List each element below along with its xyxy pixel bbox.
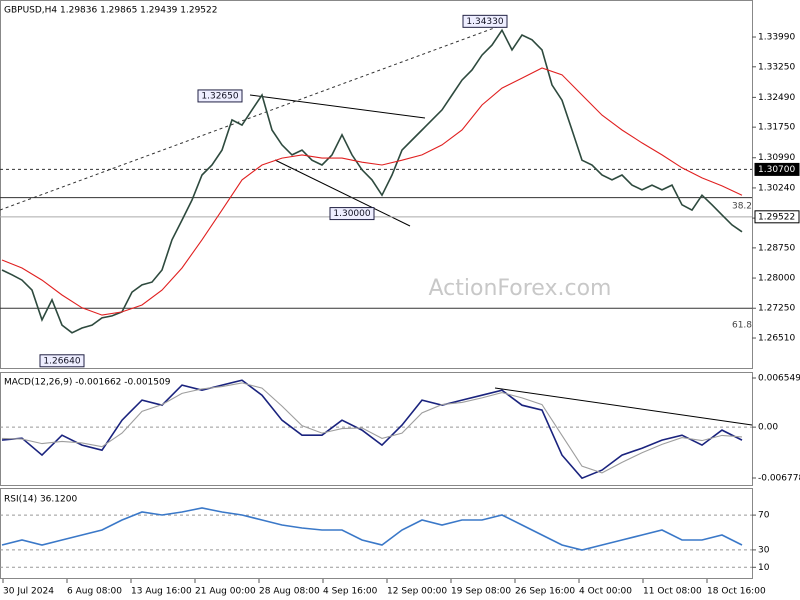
y-tick-label: 1.30240 <box>758 183 795 193</box>
x-tick-label: 26 Sep 16:00 <box>515 587 575 597</box>
watermark: ActionForex.com <box>429 276 612 301</box>
trend-line <box>274 159 411 227</box>
annotation-box <box>329 207 375 221</box>
x-tick-label: 6 Aug 08:00 <box>67 587 122 597</box>
fib-label: 38.2 <box>732 202 752 212</box>
y-tick-label: 1.33250 <box>758 62 795 72</box>
x-tick-label: 4 Sep 16:00 <box>323 587 378 597</box>
trend-line <box>0 23 506 211</box>
y-tick-label: 30 <box>758 545 770 555</box>
annotation-box <box>197 89 243 103</box>
trend-line <box>494 387 753 426</box>
y-tick-label: 1.30990 <box>758 153 795 163</box>
level-box <box>754 210 800 224</box>
price-panel <box>0 0 753 369</box>
level-label: 1.30700 <box>758 165 795 175</box>
y-tick-label: 70 <box>758 511 770 521</box>
x-tick-label: 21 Aug 00:00 <box>195 587 256 597</box>
y-tick-label: 0.006549 <box>758 374 800 384</box>
x-tick-label: 28 Aug 08:00 <box>259 587 320 597</box>
x-tick-label: 11 Oct 08:00 <box>643 587 702 597</box>
trend-line <box>249 94 426 119</box>
annotation-box <box>462 14 508 28</box>
x-tick-label: 12 Sep 00:00 <box>387 587 447 597</box>
y-tick-label: 1.33990 <box>758 33 795 43</box>
y-tick-label: 1.31750 <box>758 123 795 133</box>
series-line <box>1 507 743 551</box>
x-tick-label: 4 Oct 00:00 <box>579 587 632 597</box>
series-line <box>1 28 743 334</box>
series-line <box>1 382 743 474</box>
fib-label: 61.8 <box>732 321 752 331</box>
annotation-label: 1.32650 <box>201 91 238 101</box>
rsi-panel <box>0 488 753 579</box>
y-tick-label: 0.00 <box>758 423 778 433</box>
annotation-label: 1.26640 <box>43 356 80 366</box>
panel-title: RSI(14) 36.1200 <box>4 495 77 505</box>
series-line <box>1 379 743 480</box>
y-tick-label: 1.26510 <box>758 334 795 344</box>
y-tick-label: 10 <box>758 563 770 573</box>
y-tick-label: 1.32490 <box>758 93 795 103</box>
x-tick-label: 30 Jul 2024 <box>3 587 54 597</box>
y-tick-label: 1.28750 <box>758 243 795 253</box>
series-line <box>1 67 743 316</box>
annotation-label: 1.30000 <box>333 209 370 219</box>
macd-panel <box>0 372 753 486</box>
x-tick-label: 19 Sep 08:00 <box>451 587 511 597</box>
level-label: 1.29522 <box>758 212 795 222</box>
y-tick-label: -0.006778 <box>758 473 800 483</box>
annotation-box <box>39 354 85 368</box>
panel-title: GBPUSD,H4 1.29836 1.29865 1.29439 1.2952… <box>4 6 217 16</box>
annotation-label: 1.34330 <box>466 17 503 27</box>
level-box <box>754 162 800 176</box>
x-tick-label: 13 Aug 16:00 <box>131 587 192 597</box>
y-tick-label: 1.27250 <box>758 304 795 314</box>
x-tick-label: 18 Oct 16:00 <box>707 587 766 597</box>
y-tick-label: 1.28000 <box>758 274 795 284</box>
panel-title: MACD(12,26,9) -0.001662 -0.001509 <box>4 378 171 388</box>
